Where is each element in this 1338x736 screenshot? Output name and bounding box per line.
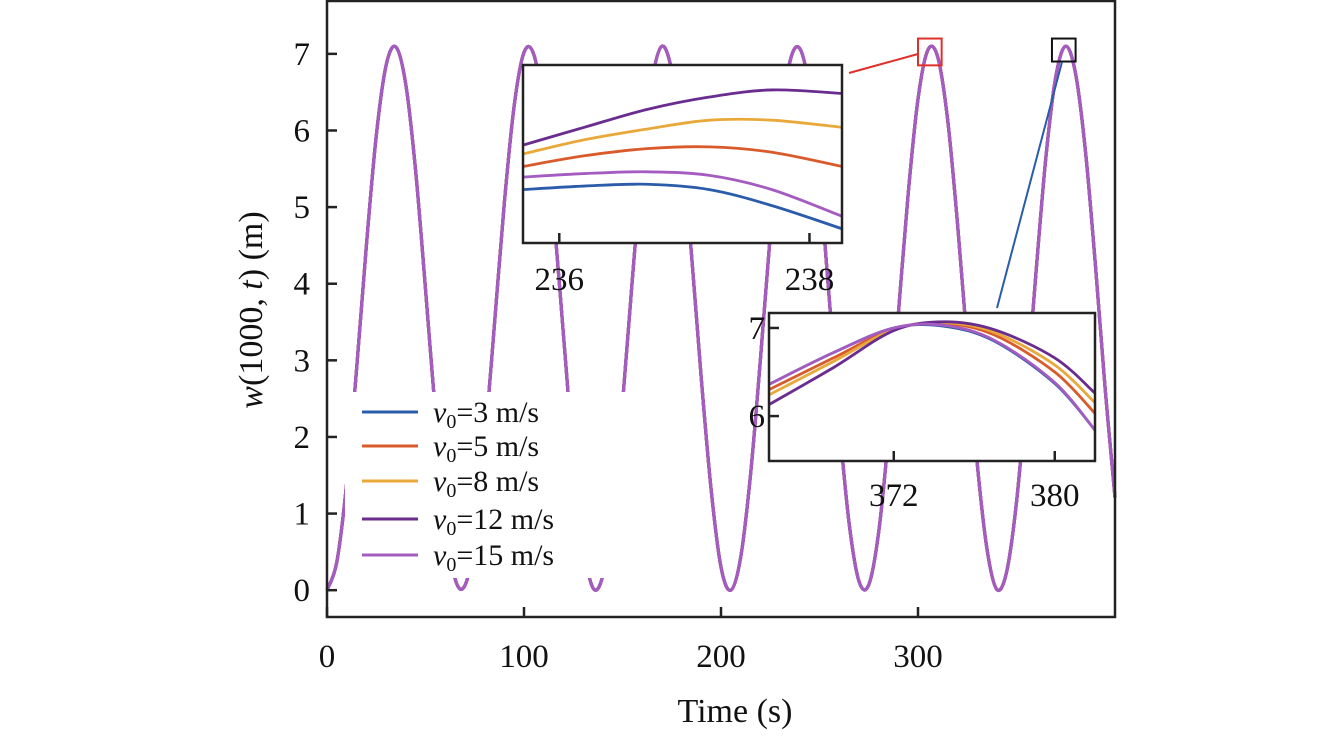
y-tick-label: 1 [294, 497, 311, 533]
legend-label-4: v0=15 m/s [433, 539, 554, 576]
inset-series-line-2 [523, 117, 842, 156]
y-tick-label: 7 [294, 37, 311, 73]
y-tick-label: 3 [294, 343, 311, 379]
y-axis-label: w(1000, t) (m) [233, 211, 270, 408]
legend-label-3: v0=12 m/s [433, 503, 554, 540]
inset-2: 372 380 6 7 [749, 311, 1097, 514]
x-tick-label: 300 [893, 639, 943, 675]
inset-series-line-4 [523, 170, 842, 218]
y-tick-label: 6 [294, 113, 311, 149]
inset-series-line-4 [769, 322, 1095, 432]
inset-x-tick-label: 238 [785, 262, 835, 298]
inset-lines [523, 88, 842, 231]
inset-series-line-0 [523, 182, 842, 231]
highlight-markers [848, 37, 1077, 309]
inset-background [769, 313, 1095, 461]
inset-y-tick-label: 7 [749, 311, 766, 347]
inset-1-connector [848, 53, 919, 74]
legend-label-2: v0=8 m/s [433, 465, 539, 502]
y-tick-label: 4 [294, 267, 311, 303]
x-tick-label: 200 [696, 639, 746, 675]
inset-x-tick-label: 380 [1030, 478, 1080, 514]
legend: v0=3 m/sv0=5 m/sv0=8 m/sv0=12 m/sv0=15 m… [345, 392, 635, 578]
x-axis-label: Time (s) [678, 693, 793, 730]
main-axes: 0 100 200 300 0 1 2 3 4 5 6 7 [294, 0, 1117, 675]
highlight-box-0 [917, 37, 943, 67]
inset-frame [521, 63, 844, 245]
inset-x-tick-label: 236 [535, 262, 585, 298]
legend-label-1: v0=5 m/s [433, 430, 539, 467]
inset-lines [769, 320, 1095, 432]
legend-label-0: v0=3 m/s [433, 396, 539, 433]
series-line-4 [325, 44, 1117, 592]
inset-series-line-3 [769, 320, 1095, 406]
y-tick-label: 2 [294, 420, 311, 456]
inset-series-line-1 [523, 145, 842, 168]
legend-background [345, 392, 635, 578]
inset-y-tick-label: 6 [749, 399, 766, 435]
y-tick-label: 5 [294, 190, 311, 226]
main-plot-lines [325, 44, 1117, 592]
highlight-box-1 [1050, 37, 1077, 63]
x-tick-label: 0 [319, 639, 336, 675]
inset-frame [767, 311, 1097, 463]
inset-2-connector [996, 61, 1063, 309]
inset-x-tick-label: 372 [869, 478, 919, 514]
inset-1: 236 238 [521, 63, 844, 298]
y-tick-label: 0 [294, 573, 311, 609]
inset-series-line-3 [523, 88, 842, 147]
x-tick-label: 100 [499, 639, 549, 675]
